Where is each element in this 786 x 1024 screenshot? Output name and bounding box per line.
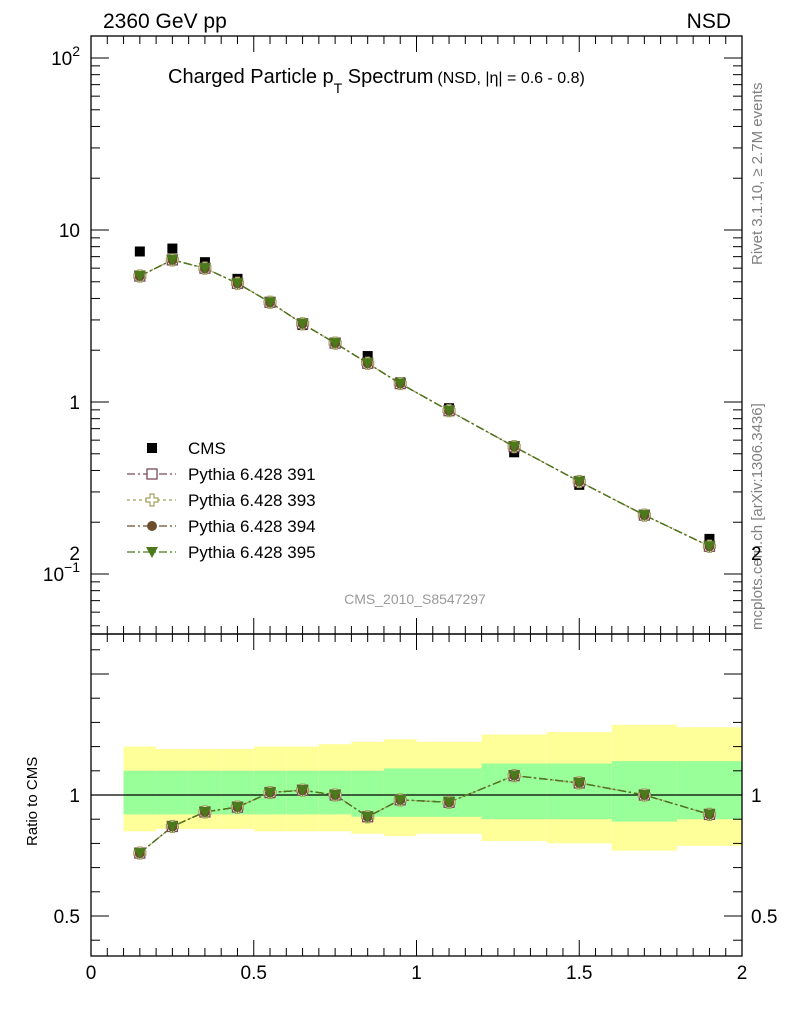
ratio-data-point xyxy=(443,797,456,809)
ratio-y-tick-label: 0.5 xyxy=(54,907,80,928)
main-data-point xyxy=(638,510,651,522)
ratio-y-tick-label-right: 0.5 xyxy=(751,907,777,928)
main-data-point xyxy=(508,441,521,453)
main-data-point xyxy=(573,476,586,488)
ratio-data-point xyxy=(264,787,277,799)
ratio-data-point xyxy=(703,809,716,821)
main-series-line xyxy=(139,259,710,547)
legend-label: Pythia 6.428 393 xyxy=(188,491,316,510)
ratio-uncertainty-band-inner xyxy=(383,768,417,817)
ratio-data-point xyxy=(573,777,586,789)
main-y-tick-label: 10−1 xyxy=(43,559,80,586)
ratio-data-point xyxy=(231,802,244,814)
ratio-y-tick-label-right: 1 xyxy=(751,786,762,807)
ratio-data-point xyxy=(638,790,651,801)
ratio-uncertainty-band-inner xyxy=(351,770,384,817)
ratio-y-tick-label: 1 xyxy=(69,786,80,807)
ratio-data-point xyxy=(329,790,342,801)
legend-marker xyxy=(147,443,157,453)
rivet-version-label: Rivet 3.1.10, ≥ 2.7M events xyxy=(749,83,766,266)
ratio-y-tick-label-right: 2 xyxy=(751,544,762,565)
x-tick-label: 0.5 xyxy=(241,963,267,984)
x-tick-label: 0 xyxy=(86,963,97,984)
ratio-uncertainty-band-inner xyxy=(156,770,189,815)
ratio-data-point xyxy=(394,794,407,806)
ratio-data-point xyxy=(133,848,146,860)
main-data-point xyxy=(134,246,145,257)
main-data-point xyxy=(133,271,146,283)
main-data-point xyxy=(362,351,373,362)
ratio-data-point xyxy=(296,785,309,797)
main-data-point xyxy=(231,278,244,290)
legend-label: CMS xyxy=(188,439,226,458)
main-y-tick-label: 1 xyxy=(69,393,80,414)
chart-title: Charged Particle pT Spectrum (NSD, |η| = … xyxy=(168,66,585,96)
ratio-data-point xyxy=(508,770,521,782)
main-data-point xyxy=(361,358,374,370)
main-data-point xyxy=(329,338,342,350)
main-data-point xyxy=(264,297,277,309)
ratio-panel: 0 0.5 1 1.5 2 0.5 0.5 1 1 2 2 xyxy=(54,544,778,984)
x-tick-label: 2 xyxy=(737,963,748,984)
ratio-data-point xyxy=(166,821,179,833)
header-process-label: NSD xyxy=(687,10,731,33)
x-tick-label: 1 xyxy=(411,963,422,984)
main-data-point xyxy=(704,533,715,544)
chart-title-subscript: T xyxy=(334,80,343,96)
header-energy-label: 2360 GeV pp xyxy=(103,10,227,33)
ratio-uncertainty-band-inner xyxy=(123,770,157,815)
main-data-point xyxy=(198,263,211,275)
chart-title-cuts: (NSD, |η| = 0.6 - 0.8) xyxy=(437,70,584,87)
main-y-tick-label: 102 xyxy=(51,43,80,70)
legend-label: Pythia 6.428 395 xyxy=(188,543,316,562)
main-panel: 10−1 1 10 102 CMS Pythia 6.428 391 Pythia 6.42… xyxy=(43,35,743,635)
analysis-watermark: CMS_2010_S8547297 xyxy=(344,591,486,607)
x-tick-label: 1.5 xyxy=(566,963,592,984)
ratio-data-point xyxy=(198,806,211,818)
legend-marker xyxy=(145,493,159,507)
legend-marker xyxy=(147,521,157,531)
main-data-point xyxy=(167,243,178,254)
legend-marker xyxy=(146,547,158,558)
legend-label: Pythia 6.428 394 xyxy=(188,517,316,536)
main-data-point xyxy=(703,541,716,553)
ratio-uncertainty-band-inner xyxy=(546,763,612,820)
chart-title-main: Charged Particle p xyxy=(168,66,334,88)
legend-marker xyxy=(146,468,158,480)
main-data-point xyxy=(394,378,407,390)
legend-label: Pythia 6.428 391 xyxy=(188,465,316,484)
ratio-data-point xyxy=(361,811,374,823)
main-y-tick-label: 10 xyxy=(59,221,80,242)
ratio-y-tick-label: 2 xyxy=(69,544,80,565)
ratio-y-axis-label: Ratio to CMS xyxy=(24,757,41,846)
chart-title-suffix: Spectrum xyxy=(342,66,433,88)
main-data-point xyxy=(296,318,309,330)
mcplots-label: mcplots.cern.ch [arXiv:1306.3436] xyxy=(749,403,766,630)
main-data-point xyxy=(443,405,456,417)
main-data-point xyxy=(166,254,179,266)
